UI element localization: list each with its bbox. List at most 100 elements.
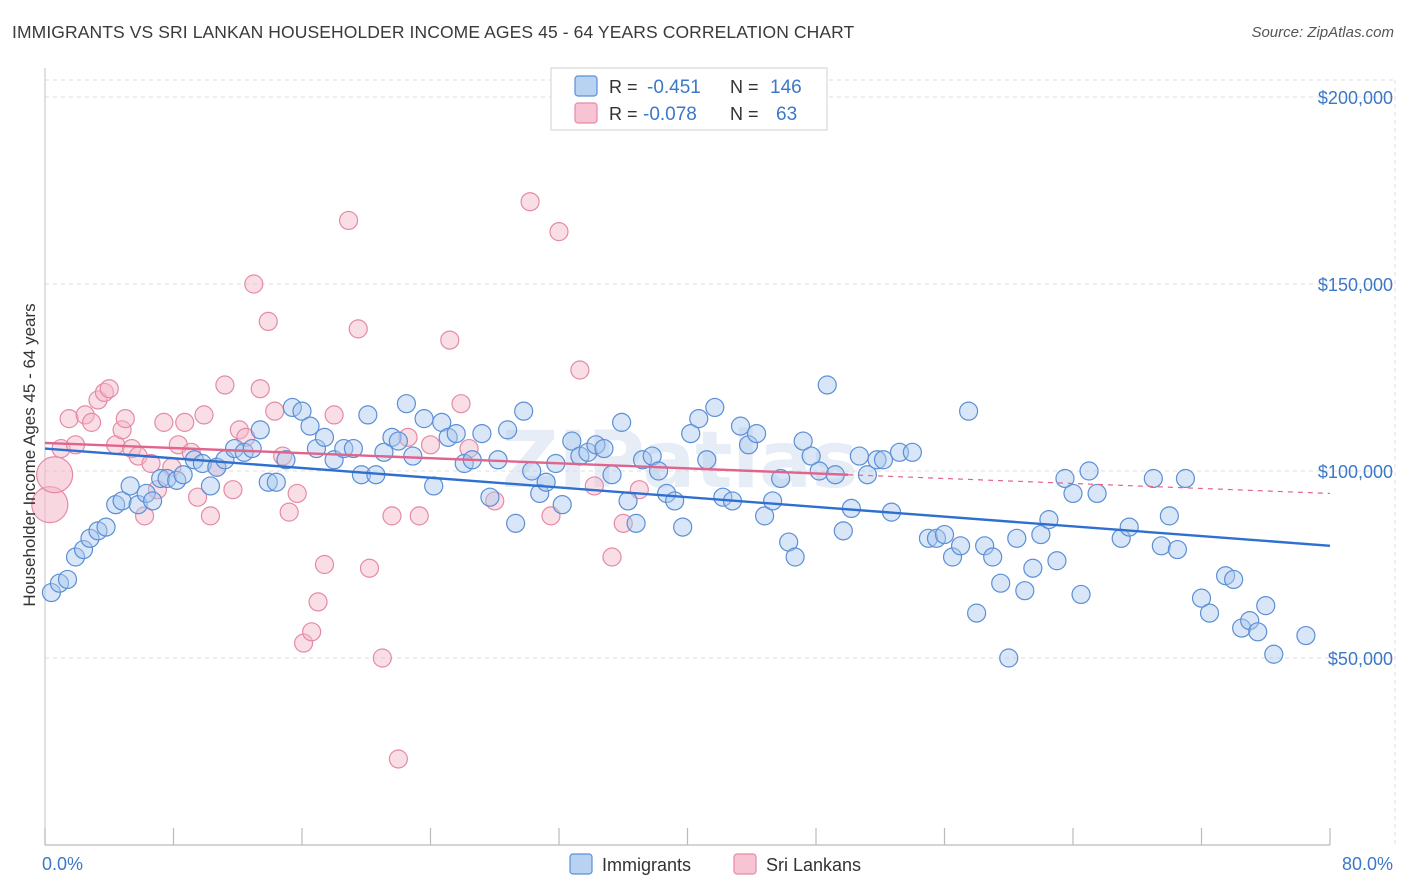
sri-lankans-point [584, 476, 604, 496]
sri-lankans-point [372, 648, 392, 668]
stat-n-value-2: 63 [776, 104, 797, 125]
immigrants-point [793, 431, 813, 451]
sri-lankans-point [265, 401, 285, 421]
x-tick-label-1: 80.0% [1342, 854, 1393, 874]
immigrants-point [746, 424, 767, 444]
sri-lankans-point [549, 222, 569, 242]
legend-swatch-sri-lankans [733, 853, 757, 875]
immigrants-point [536, 472, 556, 492]
immigrants-point [446, 424, 466, 444]
legend-swatch-immigrants [569, 853, 593, 875]
y-tick-labels: $50,000 $100,000 $150,000 $200,000 [1318, 88, 1393, 669]
immigrants-point [1175, 468, 1196, 489]
immigrants-point [697, 450, 717, 470]
immigrants-point [1264, 644, 1284, 664]
axes [44, 68, 1331, 846]
sri-lankans-point [420, 435, 441, 455]
immigrants-point [618, 491, 638, 511]
immigrants-point [242, 438, 262, 459]
immigrants-point [902, 442, 922, 462]
immigrants-point [343, 438, 363, 459]
sri-lankans-trend-extension [848, 474, 1331, 495]
immigrants-point [867, 450, 887, 470]
immigrants-point [96, 517, 116, 537]
immigrants-point [1224, 569, 1244, 590]
legend: Immigrants Sri Lankans [569, 853, 861, 875]
immigrants-point [681, 424, 701, 444]
sri-lankans-point [122, 438, 142, 459]
immigrants-point [424, 476, 444, 496]
immigrants-point [157, 468, 177, 489]
sri-lankans-point [154, 412, 174, 432]
legend-label-immigrants: Immigrants [602, 855, 691, 875]
stat-n-value-1: 146 [770, 77, 802, 98]
sri-lankans-point [99, 379, 119, 399]
stats-swatch-immigrants [574, 75, 598, 97]
sri-lankans-point [175, 412, 195, 432]
y-tick-label-2: $150,000 [1318, 275, 1393, 295]
immigrants-point [514, 401, 534, 421]
sri-lankans-point [279, 502, 299, 522]
stat-r-value-1: -0.451 [647, 77, 701, 98]
immigrants-point [833, 521, 853, 541]
immigrants-point [1007, 528, 1027, 548]
sri-lankans-point [338, 210, 359, 231]
immigrants-point [934, 524, 955, 545]
immigrants-point [705, 397, 725, 418]
immigrants-point [1232, 618, 1252, 638]
watermark: ZIPatlas [502, 416, 858, 506]
sri-lankans-point [194, 405, 214, 425]
immigrants-point [472, 424, 492, 444]
immigrants-point [143, 491, 163, 511]
sri-lankans-trend-line [44, 441, 849, 476]
sri-lankans-point [294, 633, 314, 653]
immigrants-point [801, 446, 821, 466]
sri-lankans-point [520, 192, 540, 212]
immigrants-point [1151, 536, 1171, 556]
immigrants-point [849, 446, 869, 466]
sri-lankans-point [302, 622, 322, 642]
immigrants-point [918, 528, 939, 548]
immigrants-point [975, 536, 995, 556]
sri-lankans-point [308, 592, 328, 612]
immigrants-point [1023, 558, 1043, 578]
immigrants-point [713, 487, 733, 507]
legend-label-sri-lankans: Sri Lankans [766, 855, 861, 875]
sri-lankans-point [359, 558, 380, 578]
immigrants-point [657, 483, 677, 504]
sri-lankans-point [134, 506, 155, 526]
immigrants-point [506, 513, 526, 533]
sri-lankans-point [451, 394, 471, 414]
stats-swatch-sri-lankans [574, 102, 598, 124]
immigrants-point [626, 513, 646, 533]
stat-r-value-2: -0.078 [643, 104, 697, 125]
immigrants-point [999, 648, 1019, 668]
immigrants-point [498, 420, 518, 440]
immigrants-point [771, 468, 791, 489]
immigrants-point [1191, 588, 1212, 608]
immigrants-point [151, 468, 171, 489]
chart-title: IMMIGRANTS VS SRI LANKAN HOUSEHOLDER INC… [12, 22, 855, 42]
immigrants-point [942, 547, 963, 567]
immigrants-point [785, 547, 805, 567]
sri-lankans-point [388, 749, 408, 769]
sri-lankans-point [258, 311, 278, 331]
immigrants-point [1015, 581, 1035, 601]
immigrants-point [128, 495, 148, 515]
immigrants-point [1256, 596, 1276, 616]
sri-lankans-point [115, 409, 135, 429]
immigrants-point [1071, 584, 1091, 605]
stat-n-label-1: N = [730, 77, 759, 97]
immigrants-point [1079, 461, 1099, 481]
sri-lankans-point [382, 506, 402, 526]
stat-r-label-1: R = [609, 77, 638, 97]
immigrants-point [1143, 468, 1163, 489]
immigrants-point [292, 401, 312, 421]
immigrants-point [403, 446, 423, 466]
immigrants-point [136, 483, 156, 504]
immigrants-point [1248, 622, 1268, 642]
immigrants-point [276, 450, 296, 470]
sri-lankans-point [398, 427, 418, 447]
stats-box: R = -0.451 N = 146 R = -0.078 N = 63 [550, 67, 828, 131]
